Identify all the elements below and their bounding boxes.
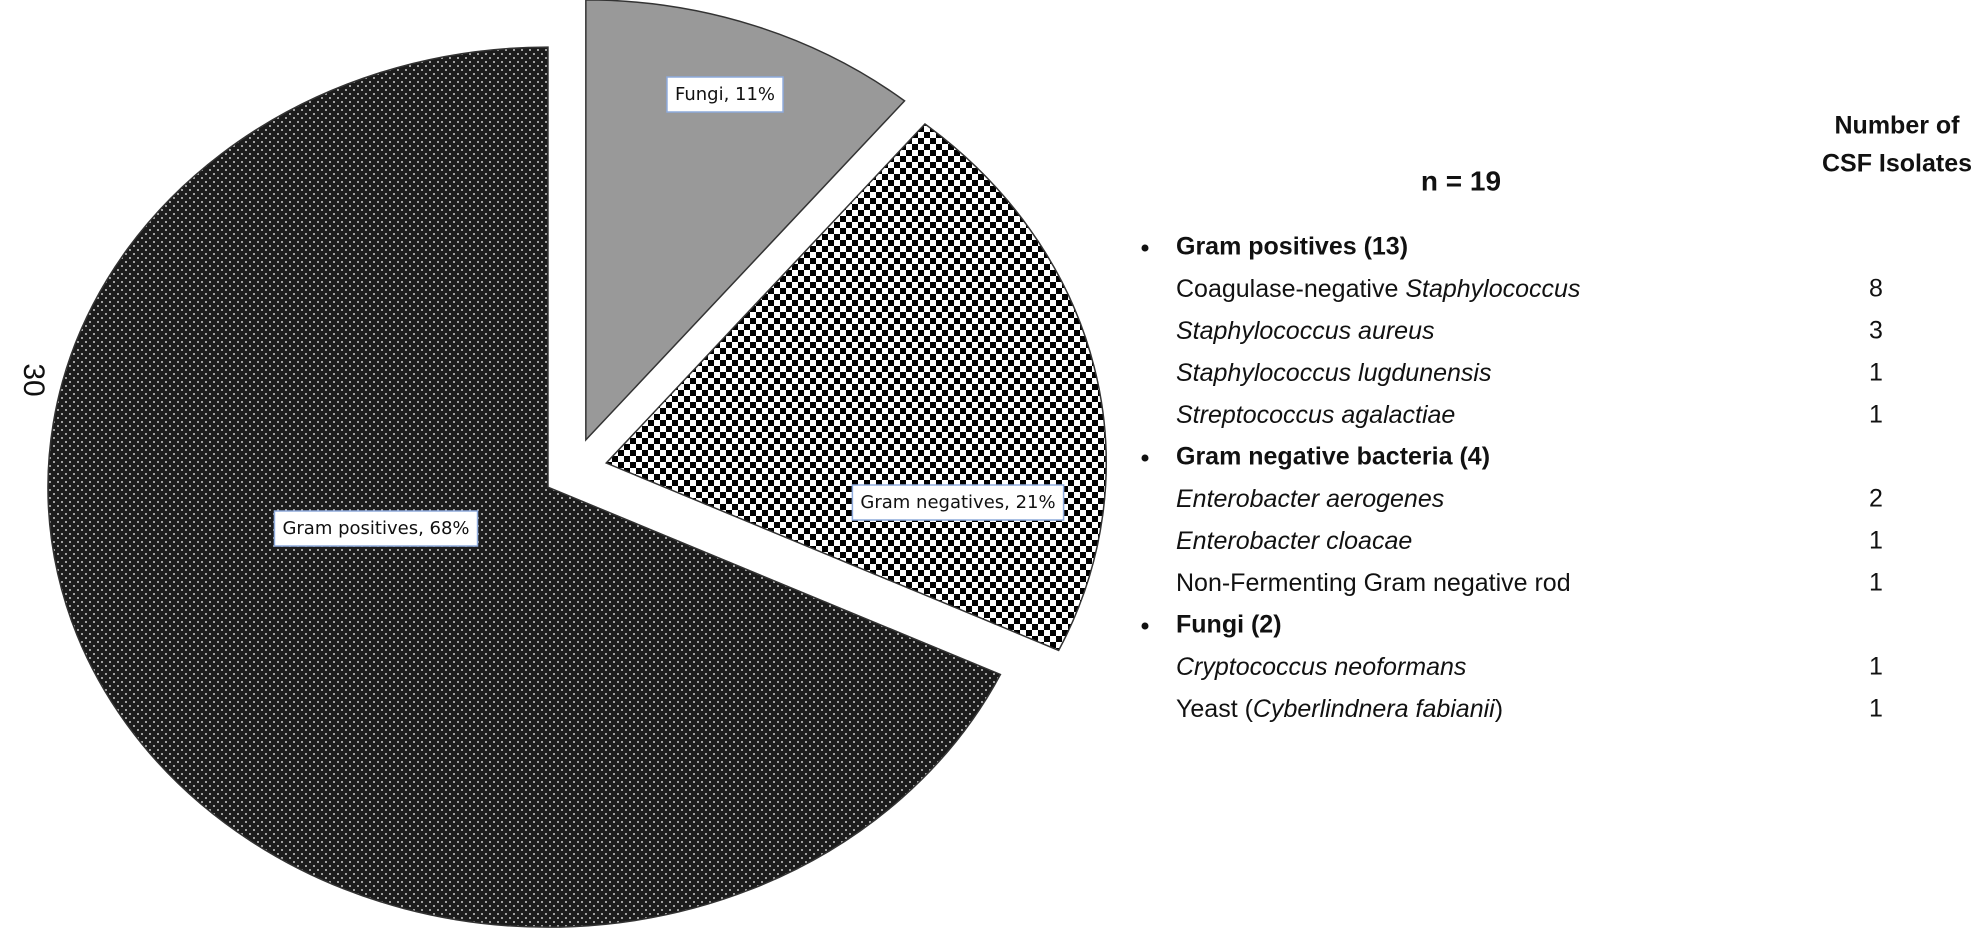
table-title: n = 19: [1421, 165, 1501, 196]
item-name: Staphylococcus aureus: [1176, 317, 1434, 345]
data-label: Fungi, 11%: [675, 84, 775, 105]
pie-slice: [585, 0, 906, 442]
item-name-part: Enterobacter aerogenes: [1176, 485, 1444, 513]
item-name: Enterobacter aerogenes: [1176, 485, 1444, 513]
item-count: 1: [1869, 359, 1883, 387]
item-name-part: Staphylococcus lugdunensis: [1176, 359, 1491, 387]
item-name-part: Non-Fermenting Gram negative rod: [1176, 569, 1571, 597]
item-name-part: Staphylococcus aureus: [1176, 317, 1434, 345]
group-name: Gram positives (13): [1176, 233, 1408, 261]
item-count: 1: [1869, 527, 1883, 555]
column-header: CSF Isolates: [1822, 150, 1972, 178]
item-name-part: Cyberlindnera fabianii: [1253, 695, 1496, 723]
group-name: Gram negative bacteria (4): [1176, 443, 1490, 471]
item-name: Yeast (Cyberlindnera fabianii): [1176, 695, 1503, 723]
column-header: Number of: [1835, 112, 1961, 140]
data-label: Gram positives, 68%: [282, 518, 469, 539]
item-count: 1: [1869, 653, 1883, 681]
item-name-part: Yeast (: [1176, 695, 1254, 723]
item-count: 8: [1869, 275, 1883, 303]
item-count: 2: [1869, 485, 1883, 513]
group-name: Fungi (2): [1176, 611, 1282, 639]
item-name: Cryptococcus neoformans: [1176, 653, 1466, 681]
item-count: 3: [1869, 317, 1883, 345]
item-name: Streptococcus agalactiae: [1176, 401, 1455, 429]
bullet: [1141, 454, 1149, 462]
bullet: [1141, 244, 1149, 252]
item-name-part: Cryptococcus neoformans: [1176, 653, 1466, 681]
item-name-part: Enterobacter cloacae: [1176, 527, 1412, 555]
label-box: [273, 510, 479, 547]
bullet: [1141, 622, 1149, 630]
pie-slice: [47, 46, 1002, 928]
item-count: 1: [1869, 569, 1883, 597]
item-count: 1: [1869, 401, 1883, 429]
item-name: Non-Fermenting Gram negative rod: [1176, 569, 1571, 597]
item-name: Enterobacter cloacae: [1176, 527, 1412, 555]
page-number: 30: [17, 363, 50, 396]
item-name-part: Streptococcus agalactiae: [1176, 401, 1455, 429]
item-name-part: Coagulase-negative: [1176, 275, 1405, 303]
data-label: Gram negatives, 21%: [860, 492, 1055, 513]
label-box: [851, 484, 1065, 521]
item-count: 1: [1869, 695, 1883, 723]
item-name-part: Staphylococcus: [1405, 275, 1580, 303]
label-box: [666, 76, 784, 113]
item-name: Staphylococcus lugdunensis: [1176, 359, 1491, 387]
item-name-part: ): [1495, 695, 1503, 723]
item-name: Coagulase-negative Staphylococcus: [1176, 275, 1580, 303]
